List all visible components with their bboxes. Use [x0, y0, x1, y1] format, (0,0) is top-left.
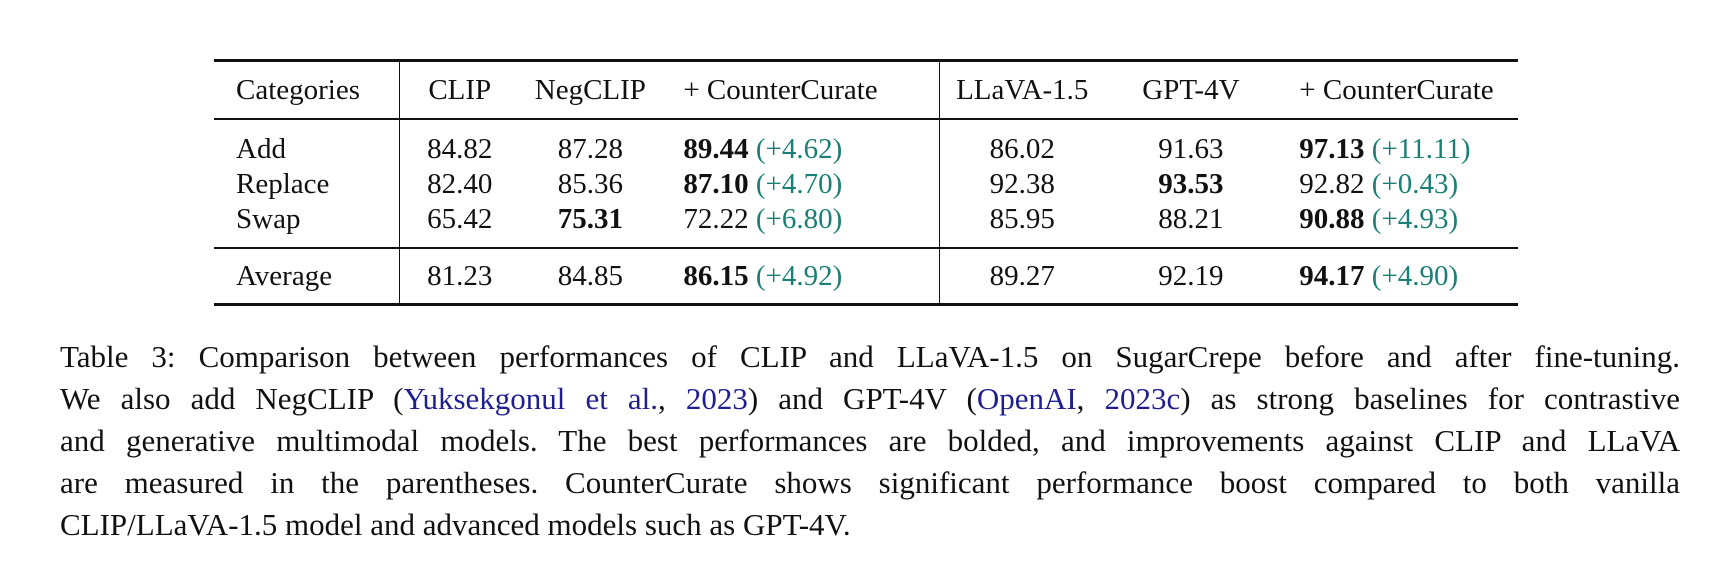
cell-improvement: (+4.90)	[1371, 259, 1459, 292]
header-countercurate-clip: + CounterCurate	[661, 60, 940, 119]
cell-improvement: (+4.62)	[755, 133, 843, 165]
header-llava: LLaVA-1.5	[956, 73, 1089, 106]
cell-llava: 89.27	[989, 259, 1055, 292]
caption-text: ,	[1076, 381, 1105, 416]
cell-value-best: 86.15	[683, 259, 749, 292]
caption-line: are measured in the parentheses. Counter…	[60, 465, 1680, 500]
cell-gpt4v: 88.21	[1158, 203, 1224, 235]
cell-negclip: 85.36	[557, 168, 623, 200]
header-row: Categories CLIP NegCLIP + CounterCurate …	[214, 60, 1518, 119]
header-gpt4v: GPT-4V	[1142, 73, 1240, 106]
table-row: Swap 65.42 75.31 72.22 (+6.80) 85.95 88.…	[214, 202, 1518, 248]
table-average-section: Average 81.23 84.85 86.15 (+4.92) 89.27 …	[214, 248, 1518, 305]
table-caption: Table 3: Comparison between performances…	[60, 336, 1680, 546]
cell-llava: 85.95	[989, 203, 1055, 235]
average-row: Average 81.23 84.85 86.15 (+4.92) 89.27 …	[214, 248, 1518, 305]
citation-link[interactable]: Yuksekgonul et al.	[403, 381, 659, 416]
cell-countercurate-clip: 89.44 (+4.62)	[661, 119, 940, 167]
caption-text: ,	[658, 381, 686, 416]
cell-countercurate-llava: 94.17 (+4.90)	[1277, 248, 1518, 305]
cell-value-best: 90.88	[1299, 203, 1365, 235]
table-body: Add 84.82 87.28 89.44 (+4.62) 86.02 91.6…	[214, 119, 1518, 248]
citation-link[interactable]: OpenAI	[976, 381, 1077, 416]
table-header: Categories CLIP NegCLIP + CounterCurate …	[214, 60, 1518, 119]
cell-value-best: 87.10	[683, 168, 749, 200]
cell-negclip-best: 75.31	[557, 203, 623, 235]
cell-countercurate-llava: 97.13 (+11.11)	[1277, 119, 1518, 167]
header-categories: Categories	[214, 60, 401, 119]
cell-clip: 65.42	[427, 203, 493, 235]
cell-value-best: 89.44	[683, 133, 749, 165]
cell-gpt4v-best: 93.53	[1158, 168, 1224, 200]
caption-line: and generative multimodal models. The be…	[60, 423, 1680, 458]
citation-link[interactable]: 2023	[685, 381, 748, 416]
cell-llava: 92.38	[989, 168, 1055, 200]
cell-negclip: 84.85	[557, 259, 623, 292]
cell-improvement: (+11.11)	[1371, 133, 1471, 165]
cell-countercurate-clip: 72.22 (+6.80)	[661, 202, 940, 248]
caption-line: Table 3: Comparison between performances…	[60, 339, 1680, 374]
cell-value: 72.22	[683, 203, 749, 235]
cell-category: Swap	[214, 202, 401, 248]
header-countercurate-llava: + CounterCurate	[1299, 73, 1494, 106]
cell-value: 92.82	[1299, 168, 1365, 200]
citation-link[interactable]: 2023c	[1104, 381, 1181, 416]
cell-category: Replace	[214, 167, 401, 202]
cell-improvement: (+4.92)	[755, 259, 843, 292]
results-table: Categories CLIP NegCLIP + CounterCurate …	[214, 59, 1518, 306]
cell-value-best: 97.13	[1299, 133, 1365, 165]
header-clip: CLIP	[428, 73, 492, 106]
caption-line: CLIP/LLaVA-1.5 model and advanced models…	[60, 507, 851, 542]
cell-countercurate-llava: 92.82 (+0.43)	[1277, 167, 1518, 202]
cell-value-best: 94.17	[1299, 259, 1365, 292]
cell-countercurate-llava: 90.88 (+4.93)	[1277, 202, 1518, 248]
cell-gpt4v: 91.63	[1158, 133, 1224, 165]
cell-clip: 81.23	[427, 259, 493, 292]
caption-text: ) and GPT-4V (	[747, 381, 977, 416]
cell-gpt4v: 92.19	[1158, 259, 1224, 292]
cell-countercurate-clip: 87.10 (+4.70)	[661, 167, 940, 202]
table-row: Add 84.82 87.28 89.44 (+4.62) 86.02 91.6…	[214, 119, 1518, 167]
cell-improvement: (+4.93)	[1371, 203, 1459, 235]
cell-category: Add	[214, 119, 401, 167]
cell-category: Average	[214, 248, 401, 305]
cell-llava: 86.02	[989, 133, 1055, 165]
caption-text: We also add NegCLIP (	[60, 381, 404, 416]
table-row: Replace 82.40 85.36 87.10 (+4.70) 92.38 …	[214, 167, 1518, 202]
cell-clip: 82.40	[427, 168, 493, 200]
cell-countercurate-clip: 86.15 (+4.92)	[661, 248, 940, 305]
cell-improvement: (+6.80)	[755, 203, 843, 235]
caption-line: We also add NegCLIP (Yuksekgonul et al.,…	[60, 378, 1680, 420]
header-negclip: NegCLIP	[534, 73, 646, 106]
results-table-wrapper: Categories CLIP NegCLIP + CounterCurate …	[214, 59, 1518, 306]
cell-improvement: (+0.43)	[1371, 168, 1459, 200]
cell-negclip: 87.28	[557, 133, 623, 165]
caption-text: ) as strong baselines for contrastive	[1180, 381, 1681, 416]
cell-improvement: (+4.70)	[755, 168, 843, 200]
cell-clip: 84.82	[427, 133, 493, 165]
